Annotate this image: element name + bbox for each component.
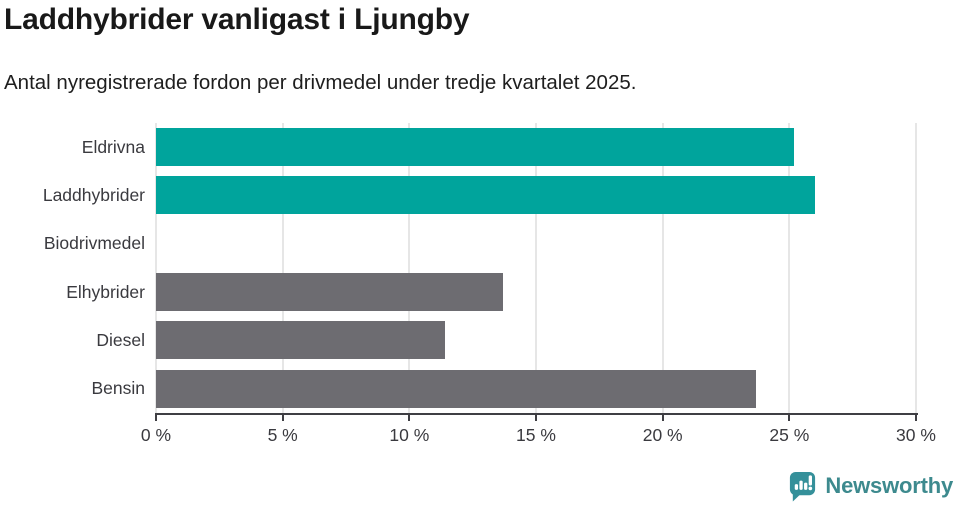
axis-tick <box>408 415 411 421</box>
chart-row: Bensin <box>0 365 916 413</box>
bar-elhybrider <box>156 273 504 312</box>
chart-row: Biodrivmedel <box>0 220 916 268</box>
axis-tick-label: 10 % <box>389 425 430 445</box>
bar-track <box>156 369 916 408</box>
axis-tick-label: 0 % <box>140 425 172 445</box>
axis-tick-label: 5 % <box>267 425 298 445</box>
gridline <box>915 123 917 413</box>
bar-track <box>156 128 916 167</box>
bar-diesel <box>156 321 445 360</box>
chart-subtitle: Antal nyregistrerade fordon per drivmede… <box>4 71 637 94</box>
newsworthy-logo-text: Newsworthy <box>825 473 953 498</box>
bar-eldrivna <box>156 128 795 167</box>
chart-row: Diesel <box>0 316 916 364</box>
bar-track <box>156 321 916 360</box>
chart-row: Laddhybrider <box>0 171 916 219</box>
category-label: Eldrivna <box>81 136 145 157</box>
chart-row: Elhybrider <box>0 268 916 316</box>
bar-bensin <box>156 369 757 408</box>
axis-tick <box>155 415 157 421</box>
newsworthy-logo: Newsworthy <box>787 470 953 502</box>
gridline <box>535 123 537 413</box>
axis-tick <box>661 415 664 421</box>
category-label: Laddhybrider <box>42 184 145 205</box>
bar-laddhybrider <box>156 176 815 215</box>
chart-title: Laddhybrider vanligast i Ljungby <box>4 3 470 36</box>
bar-track <box>156 176 916 215</box>
gridline <box>281 123 284 413</box>
axis-ticks: 0 % 5 % 10 % 15 % 20 % 25 % 30 % <box>141 415 936 460</box>
bar-track <box>156 273 916 312</box>
axis-tick-label: 25 % <box>769 425 810 445</box>
gridline <box>788 123 791 413</box>
newsworthy-logo-icon <box>790 471 816 502</box>
x-axis-line <box>155 413 918 415</box>
category-label: Biodrivmedel <box>43 233 145 254</box>
chart-row: Eldrivna <box>0 123 916 171</box>
axis-tick <box>788 415 791 421</box>
axis-tick <box>915 415 917 421</box>
axis-tick <box>535 415 537 421</box>
gridline <box>661 123 664 413</box>
category-label: Bensin <box>91 378 145 399</box>
bar-track <box>156 225 916 263</box>
axis-tick <box>281 415 284 421</box>
axis-tick-label: 20 % <box>642 425 683 445</box>
category-label: Elhybrider <box>66 281 145 302</box>
gridline <box>155 123 157 413</box>
chart-rows: Eldrivna Laddhybrider Biodrivmedel Elhybrid… <box>0 123 916 413</box>
axis-tick-label: 15 % <box>516 425 556 445</box>
category-label: Diesel <box>96 329 145 350</box>
grid-layer <box>155 123 917 413</box>
gridline <box>408 123 411 413</box>
axis-tick-label: 30 % <box>896 425 936 445</box>
